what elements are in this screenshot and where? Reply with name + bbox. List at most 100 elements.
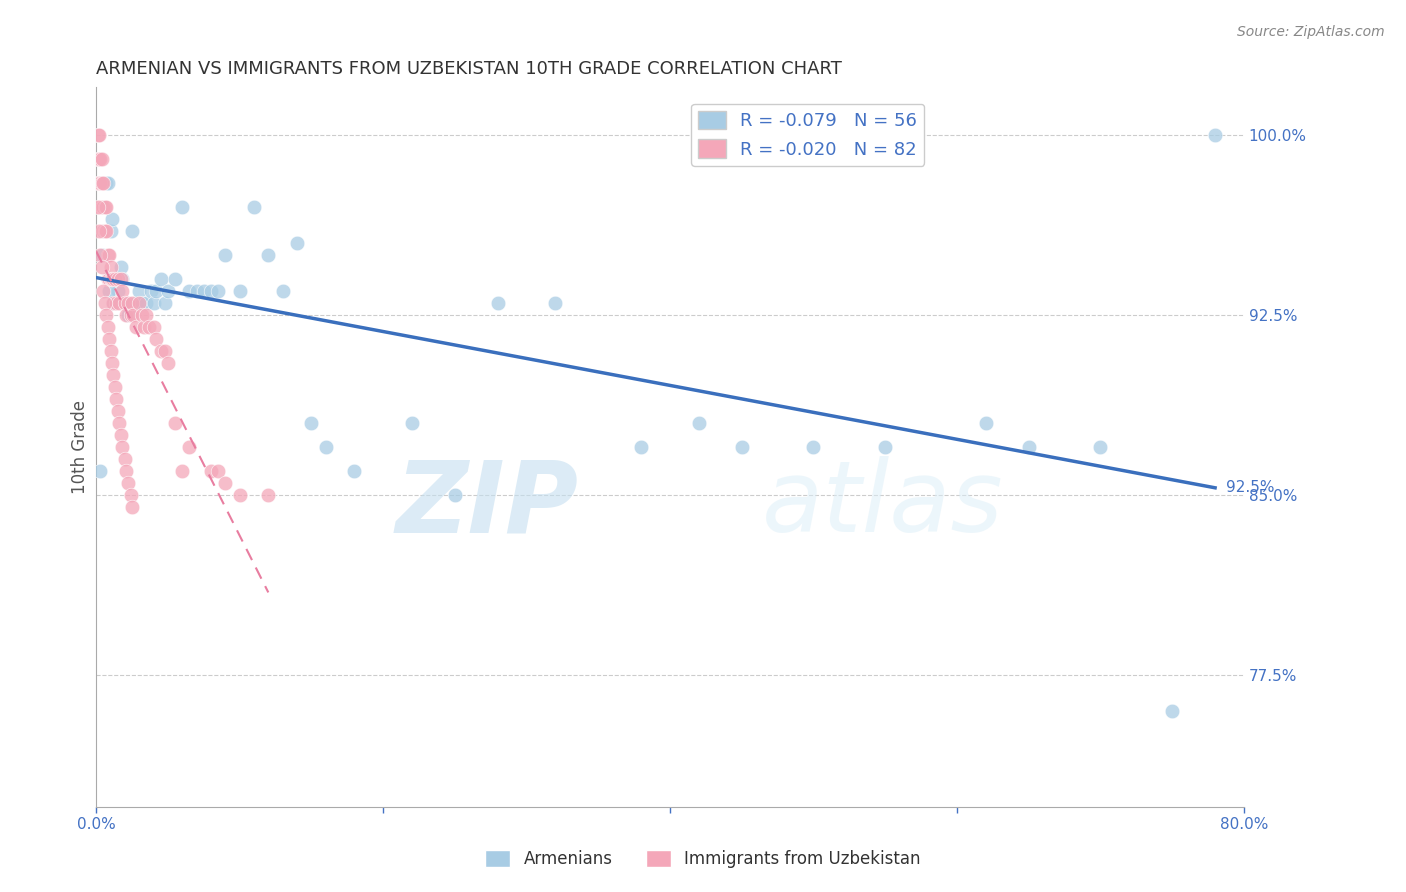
Point xyxy=(103,368,125,383)
Point xyxy=(87,128,110,143)
Point xyxy=(803,440,825,454)
Point xyxy=(121,500,143,515)
Point xyxy=(94,224,117,238)
Point xyxy=(172,201,194,215)
Point xyxy=(87,153,110,167)
Point xyxy=(105,392,128,407)
Point xyxy=(108,296,131,310)
Point xyxy=(315,440,337,454)
Point xyxy=(97,248,120,262)
Point xyxy=(89,248,111,262)
Point xyxy=(128,285,150,299)
Point xyxy=(172,464,194,478)
Point xyxy=(98,248,121,262)
Point xyxy=(122,309,145,323)
Point xyxy=(544,296,567,310)
Point xyxy=(149,344,172,359)
Point xyxy=(107,272,129,286)
Point xyxy=(94,296,117,310)
Point xyxy=(285,236,308,251)
Point xyxy=(630,440,652,454)
Point xyxy=(688,416,710,430)
Point xyxy=(103,272,125,286)
Point xyxy=(149,272,172,286)
Point xyxy=(125,320,148,334)
Point xyxy=(114,296,136,310)
Point xyxy=(110,272,132,286)
Point xyxy=(93,224,115,238)
Point xyxy=(1090,440,1112,454)
Point xyxy=(96,309,118,323)
Point xyxy=(111,272,134,286)
Point xyxy=(207,464,229,478)
Text: ZIP: ZIP xyxy=(395,457,578,553)
Point xyxy=(1204,128,1226,143)
Point xyxy=(115,464,138,478)
Point xyxy=(271,285,294,299)
Point xyxy=(93,201,115,215)
Point xyxy=(139,285,162,299)
Point xyxy=(90,260,112,275)
Point xyxy=(86,128,108,143)
Point xyxy=(121,296,143,310)
Point xyxy=(200,464,222,478)
Point xyxy=(343,464,366,478)
Point xyxy=(89,177,111,191)
Legend: Armenians, Immigrants from Uzbekistan: Armenians, Immigrants from Uzbekistan xyxy=(478,843,928,875)
Point xyxy=(89,153,111,167)
Point xyxy=(115,309,138,323)
Point xyxy=(93,285,115,299)
Point xyxy=(120,488,142,502)
Point xyxy=(138,320,160,334)
Point xyxy=(257,488,280,502)
Point xyxy=(86,201,108,215)
Point xyxy=(103,296,125,310)
Point xyxy=(228,285,250,299)
Point xyxy=(101,212,124,227)
Point xyxy=(103,296,125,310)
Point xyxy=(207,285,229,299)
Text: 92.5%: 92.5% xyxy=(1226,480,1275,495)
Text: Source: ZipAtlas.com: Source: ZipAtlas.com xyxy=(1237,25,1385,39)
Point xyxy=(228,488,250,502)
Text: ARMENIAN VS IMMIGRANTS FROM UZBEKISTAN 10TH GRADE CORRELATION CHART: ARMENIAN VS IMMIGRANTS FROM UZBEKISTAN 1… xyxy=(96,60,842,78)
Point xyxy=(107,285,129,299)
Point xyxy=(401,416,423,430)
Point xyxy=(1018,440,1040,454)
Point xyxy=(257,248,280,262)
Point xyxy=(97,320,120,334)
Point xyxy=(214,248,236,262)
Point xyxy=(153,296,176,310)
Point xyxy=(104,272,127,286)
Point xyxy=(179,285,201,299)
Point xyxy=(121,224,143,238)
Point xyxy=(142,320,165,334)
Point xyxy=(486,296,509,310)
Point xyxy=(117,296,139,310)
Point xyxy=(90,201,112,215)
Point xyxy=(96,177,118,191)
Point xyxy=(97,177,120,191)
Point xyxy=(114,452,136,467)
Text: atlas: atlas xyxy=(762,457,1004,553)
Point xyxy=(114,296,136,310)
Point xyxy=(90,177,112,191)
Point xyxy=(131,309,153,323)
Point xyxy=(101,272,124,286)
Point xyxy=(128,296,150,310)
Point xyxy=(156,285,179,299)
Point xyxy=(96,201,118,215)
Point xyxy=(299,416,322,430)
Point xyxy=(875,440,897,454)
Point xyxy=(145,285,167,299)
Point xyxy=(98,272,121,286)
Point xyxy=(100,344,122,359)
Point xyxy=(1161,704,1184,718)
Point xyxy=(86,153,108,167)
Point xyxy=(104,272,127,286)
Point xyxy=(104,380,127,394)
Point xyxy=(110,428,132,442)
Y-axis label: 10th Grade: 10th Grade xyxy=(72,401,89,494)
Point xyxy=(132,320,155,334)
Point xyxy=(89,464,111,478)
